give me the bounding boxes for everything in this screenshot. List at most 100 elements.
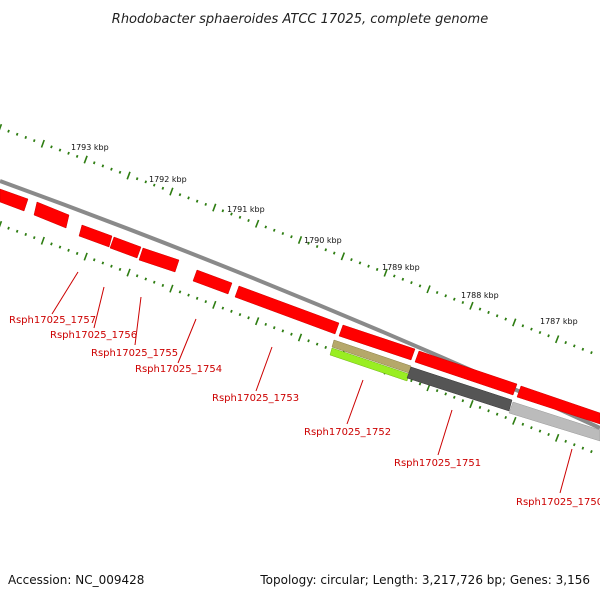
gene-label-1752[interactable]: Rsph17025_1752 xyxy=(304,427,391,438)
outer-tick-19 xyxy=(161,186,165,190)
inner-tick-3 xyxy=(24,232,28,237)
outer-tick-53 xyxy=(452,297,456,301)
inner-tick-60 xyxy=(512,416,517,425)
leader-line-1752 xyxy=(346,379,364,425)
gene-arrow-1750[interactable] xyxy=(516,385,600,425)
outer-tick-39 xyxy=(332,251,336,255)
outer-tick-55 xyxy=(469,301,474,310)
inner-tick-0 xyxy=(0,220,3,228)
inner-tick-33 xyxy=(281,329,285,333)
gene-arrow-1758[interactable] xyxy=(0,188,29,212)
outer-tick-48 xyxy=(410,281,413,285)
gene-arrow-1752[interactable] xyxy=(338,324,416,361)
gene-arrow-1751[interactable] xyxy=(414,350,518,396)
gene-arrow-1757[interactable] xyxy=(33,201,70,229)
inner-tick-11 xyxy=(92,258,96,262)
inner-tick-5 xyxy=(40,236,45,245)
outer-tick-15 xyxy=(126,171,131,180)
outer-tick-6 xyxy=(50,145,53,149)
lime-feature[interactable] xyxy=(329,347,410,382)
outer-tick-44 xyxy=(375,267,379,272)
scale-label-1790: 1790 kbp xyxy=(304,236,342,245)
inner-tick-67 xyxy=(572,443,576,447)
outer-tick-37 xyxy=(315,244,319,249)
outer-tick-35 xyxy=(297,236,303,244)
inner-tick-9 xyxy=(75,251,79,256)
inner-tick-16 xyxy=(135,274,139,278)
outer-tick-60 xyxy=(512,318,517,327)
gene-label-1757[interactable]: Rsph17025_1757 xyxy=(9,315,96,326)
outer-tick-56 xyxy=(478,307,482,311)
gene-label-1755[interactable]: Rsph17025_1755 xyxy=(91,348,178,359)
gene-labels: Rsph17025_1757 Rsph17025_1756 Rsph17025_… xyxy=(9,271,600,508)
outer-tick-18 xyxy=(152,183,156,187)
gene-arrow-1756[interactable] xyxy=(78,224,113,248)
leader-line-1751 xyxy=(437,409,453,456)
outer-tick-59 xyxy=(504,317,508,321)
gene-arrow-1754a[interactable] xyxy=(138,247,180,273)
outer-tick-57 xyxy=(487,310,490,315)
inner-tick-21 xyxy=(178,290,182,294)
outer-tick-51 xyxy=(435,290,439,295)
inner-tick-35 xyxy=(297,333,303,342)
inner-tick-36 xyxy=(307,339,310,343)
outer-tick-25 xyxy=(212,203,217,212)
inner-tick-28 xyxy=(238,313,242,317)
leader-line-1750 xyxy=(559,448,573,494)
inner-tick-18 xyxy=(152,280,156,284)
inner-tick-1 xyxy=(7,226,10,230)
inner-tick-32 xyxy=(272,326,276,330)
outer-tick-17 xyxy=(144,180,148,184)
outer-tick-33 xyxy=(281,231,285,236)
inner-tick-7 xyxy=(58,245,62,249)
gene-label-1750[interactable]: Rsph17025_1750 xyxy=(516,497,600,508)
scale-label-1789: 1789 kbp xyxy=(382,263,420,272)
outer-tick-47 xyxy=(401,277,405,281)
inner-tick-27 xyxy=(230,309,233,313)
inner-tick-64 xyxy=(547,432,550,437)
leader-line-1757 xyxy=(51,271,79,315)
inner-tick-69 xyxy=(590,450,593,454)
outer-tick-54 xyxy=(461,300,465,305)
inner-tick-track xyxy=(0,220,593,454)
inner-tick-53 xyxy=(452,395,456,399)
outer-tick-31 xyxy=(264,225,268,229)
outer-tick-34 xyxy=(290,235,293,239)
gene-label-1754[interactable]: Rsph17025_1754 xyxy=(135,364,222,375)
inner-tick-51 xyxy=(435,389,439,393)
scale-labels: 1793 kbp 1792 kbp 1791 kbp 1790 kbp 1789… xyxy=(71,143,578,326)
light-feature[interactable] xyxy=(508,401,600,442)
outer-tick-16 xyxy=(135,177,139,181)
outer-tick-29 xyxy=(247,218,250,223)
scale-label-1788: 1788 kbp xyxy=(461,291,499,300)
inner-tick-38 xyxy=(324,345,328,349)
scale-label-1793: 1793 kbp xyxy=(71,143,109,152)
gene-label-1751[interactable]: Rsph17025_1751 xyxy=(394,458,481,469)
inner-tick-30 xyxy=(254,317,260,326)
gene-arrow-1753[interactable] xyxy=(234,285,340,335)
outer-tick-track xyxy=(0,123,593,355)
outer-tick-11 xyxy=(92,161,96,165)
gene-arrow-1754[interactable] xyxy=(192,269,233,295)
inner-tick-17 xyxy=(144,277,148,281)
outer-tick-42 xyxy=(358,261,362,265)
dark-feature[interactable] xyxy=(406,366,513,412)
topology-text: Topology: circular; Length: 3,217,726 bp… xyxy=(260,573,590,587)
outer-tick-64 xyxy=(547,334,550,338)
outer-tick-62 xyxy=(530,327,533,331)
inner-tick-6 xyxy=(50,242,53,246)
outer-tick-58 xyxy=(495,314,499,318)
inner-tick-20 xyxy=(169,284,174,293)
gene-label-1753[interactable]: Rsph17025_1753 xyxy=(212,393,299,404)
inner-tick-13 xyxy=(110,264,113,268)
gene-label-1756[interactable]: Rsph17025_1756 xyxy=(50,330,137,341)
genome-title: Rhodobacter sphaeroides ATCC 17025, comp… xyxy=(112,12,488,27)
outer-tick-32 xyxy=(272,228,276,232)
outer-tick-63 xyxy=(538,330,542,335)
outer-tick-41 xyxy=(350,258,353,262)
gene-arrow-1755[interactable] xyxy=(109,236,142,259)
inner-tick-49 xyxy=(418,382,422,386)
scale-label-1792: 1792 kbp xyxy=(149,175,187,184)
inner-tick-61 xyxy=(521,422,525,426)
